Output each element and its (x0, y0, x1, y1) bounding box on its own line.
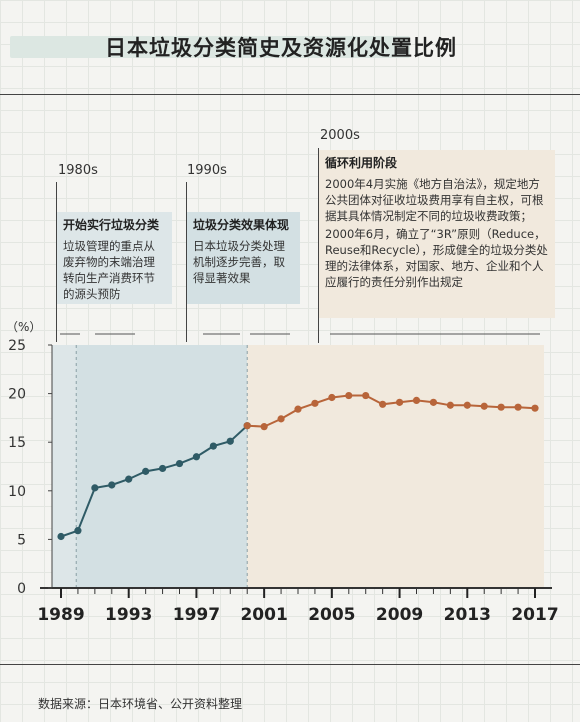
x-tick-label-2005: 2005 (308, 605, 355, 625)
era-divider-2000s (318, 148, 319, 343)
data-point-0-1991 (91, 484, 99, 492)
era-label-1990s: 1990s (187, 163, 227, 178)
data-point-1-2013 (463, 401, 471, 409)
data-point-0-1997 (192, 453, 201, 461)
data-point-0-1992 (108, 481, 116, 489)
era-heading: 循环利用阶段 (325, 156, 398, 170)
era-box-1980s: 开始实行垃圾分类 垃圾管理的重点从废弃物的末端治理转向生产消费环节的源头预防 (57, 212, 172, 304)
data-point-1-2012 (446, 401, 454, 409)
bottom-rule (0, 664, 580, 665)
band-1980s (52, 345, 77, 588)
data-point-1-2006 (345, 391, 353, 400)
data-point-0-1998 (209, 442, 217, 450)
y-axis-label: （%） (6, 320, 42, 334)
band-2000s (247, 345, 544, 588)
x-tick-label-1997: 1997 (173, 605, 220, 625)
data-point-0-1996 (175, 459, 184, 468)
era-label-2000s: 2000s (320, 128, 360, 143)
era-paragraph: 垃圾管理的重点从废弃物的末端治理转向生产消费环节的源头预防 (63, 239, 155, 301)
data-point-0-1993 (125, 475, 133, 483)
era-paragraph: 2000年4月实施《地方自治法》，规定地方公共团体对征收垃圾费用享有自主权，可根… (325, 177, 544, 223)
data-point-0-1999 (226, 437, 234, 445)
era-description: 日本垃圾分类处理机制逐步完善，取得显著效果 (193, 238, 294, 286)
title-band: 日本垃圾分类简史及资源化处置比例 (0, 28, 580, 64)
title-highlight (10, 36, 410, 58)
x-tick-label-2009: 2009 (376, 605, 423, 625)
era-heading: 垃圾分类效果体现 (193, 218, 290, 232)
data-point-0-1995 (158, 464, 167, 473)
data-point-0-1990 (74, 527, 82, 535)
era-description: 2000年4月实施《地方自治法》，规定地方公共团体对征收垃圾费用享有自主权，可根… (325, 176, 549, 290)
era-label-1980s: 1980s (58, 163, 98, 178)
y-tick-label-15: 15 (8, 435, 26, 451)
y-tick-label-0: 0 (17, 581, 26, 597)
data-point-1-2004 (311, 399, 319, 407)
data-point-1-2011 (429, 398, 438, 406)
page-title: 日本垃圾分类简史及资源化处置比例 (105, 36, 457, 60)
data-point-1-2009 (395, 398, 404, 406)
data-point-1-2010 (412, 396, 421, 405)
y-tick-label-10: 10 (8, 484, 26, 500)
source-note: 数据来源：日本环境省、公开资料整理 (38, 697, 243, 711)
data-point-1-2015 (497, 403, 505, 411)
data-point-1-2016 (514, 403, 522, 411)
x-tick-label-2001: 2001 (240, 605, 287, 625)
era-divider-1980s (56, 182, 57, 342)
y-tick-label-5: 5 (17, 532, 26, 548)
y-tick-label-25: 25 (8, 338, 26, 354)
era-divider-1990s (186, 182, 187, 342)
data-point-1-2001 (260, 423, 268, 431)
data-point-1-2003 (294, 405, 302, 413)
era-box-1990s: 垃圾分类效果体现 日本垃圾分类处理机制逐步完善，取得显著效果 (187, 212, 300, 304)
y-tick-label-20: 20 (8, 387, 26, 403)
top-rule (0, 94, 580, 95)
data-point-1-2005 (328, 393, 336, 402)
data-point-1-2014 (480, 402, 488, 410)
era-paragraph: 日本垃圾分类处理机制逐步完善，取得显著效果 (193, 239, 285, 285)
data-point-0-1994 (142, 467, 150, 475)
era-paragraph: 2000年6月，确立了“3R”原则（Reduce，Reuse和Recycle），… (325, 227, 548, 289)
era-heading: 开始实行垃圾分类 (63, 218, 160, 232)
x-tick-label-1993: 1993 (105, 605, 152, 625)
era-box-2000s: 循环利用阶段 2000年4月实施《地方自治法》，规定地方公共团体对征收垃圾费用享… (319, 150, 555, 318)
x-tick-label-2017: 2017 (511, 605, 558, 625)
era-description: 垃圾管理的重点从废弃物的末端治理转向生产消费环节的源头预防 (63, 238, 166, 302)
x-tick-label-2013: 2013 (444, 605, 491, 625)
data-point-1-2002 (277, 415, 285, 423)
data-point-1-2007 (362, 391, 370, 400)
x-tick-label-1989: 1989 (37, 605, 84, 625)
data-point-1-2000 (243, 422, 251, 430)
data-point-1-2008 (379, 400, 387, 408)
data-point-1-2017 (531, 404, 539, 412)
data-point-0-1989 (57, 532, 65, 541)
